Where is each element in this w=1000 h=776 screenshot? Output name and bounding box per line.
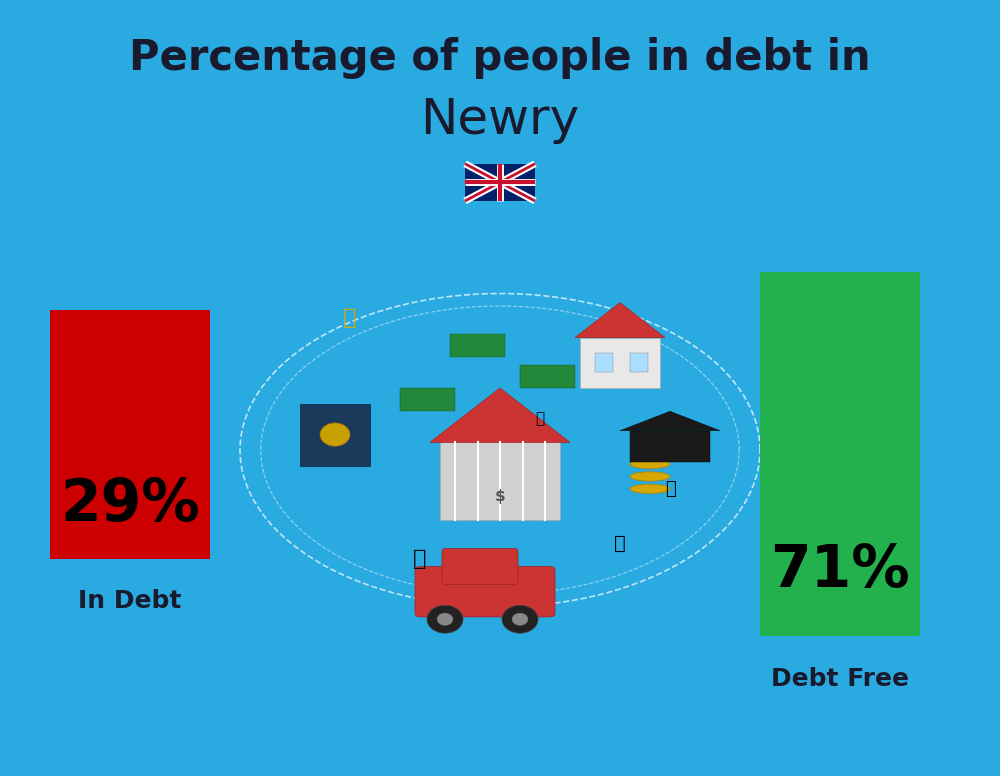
FancyBboxPatch shape [465, 164, 535, 201]
Text: $: $ [495, 489, 505, 504]
Circle shape [512, 613, 528, 625]
Text: 💼: 💼 [413, 549, 427, 569]
Polygon shape [620, 411, 720, 431]
Text: 📱: 📱 [665, 480, 675, 498]
Circle shape [502, 605, 538, 633]
FancyBboxPatch shape [400, 388, 455, 411]
Text: 📋: 📋 [614, 534, 626, 553]
FancyBboxPatch shape [630, 431, 710, 462]
Ellipse shape [630, 472, 670, 481]
FancyBboxPatch shape [630, 353, 648, 372]
Circle shape [320, 423, 350, 446]
FancyBboxPatch shape [440, 442, 560, 520]
Polygon shape [575, 303, 665, 338]
FancyBboxPatch shape [300, 404, 370, 466]
FancyBboxPatch shape [760, 272, 920, 636]
FancyBboxPatch shape [50, 310, 210, 559]
FancyBboxPatch shape [595, 353, 613, 372]
Circle shape [427, 605, 463, 633]
Text: In Debt: In Debt [78, 590, 182, 613]
FancyBboxPatch shape [520, 365, 575, 388]
Text: Percentage of people in debt in: Percentage of people in debt in [129, 37, 871, 79]
Ellipse shape [630, 459, 670, 469]
Ellipse shape [630, 484, 670, 494]
Text: Newry: Newry [420, 96, 580, 144]
Circle shape [437, 613, 453, 625]
Text: 🦅: 🦅 [343, 308, 357, 328]
Text: 29%: 29% [60, 476, 200, 533]
FancyBboxPatch shape [415, 566, 555, 617]
Text: 71%: 71% [770, 542, 910, 599]
FancyBboxPatch shape [580, 338, 660, 388]
Text: Debt Free: Debt Free [771, 667, 909, 691]
FancyBboxPatch shape [450, 334, 505, 357]
Text: 🔑: 🔑 [535, 411, 545, 427]
FancyBboxPatch shape [442, 549, 518, 584]
Polygon shape [430, 388, 570, 442]
